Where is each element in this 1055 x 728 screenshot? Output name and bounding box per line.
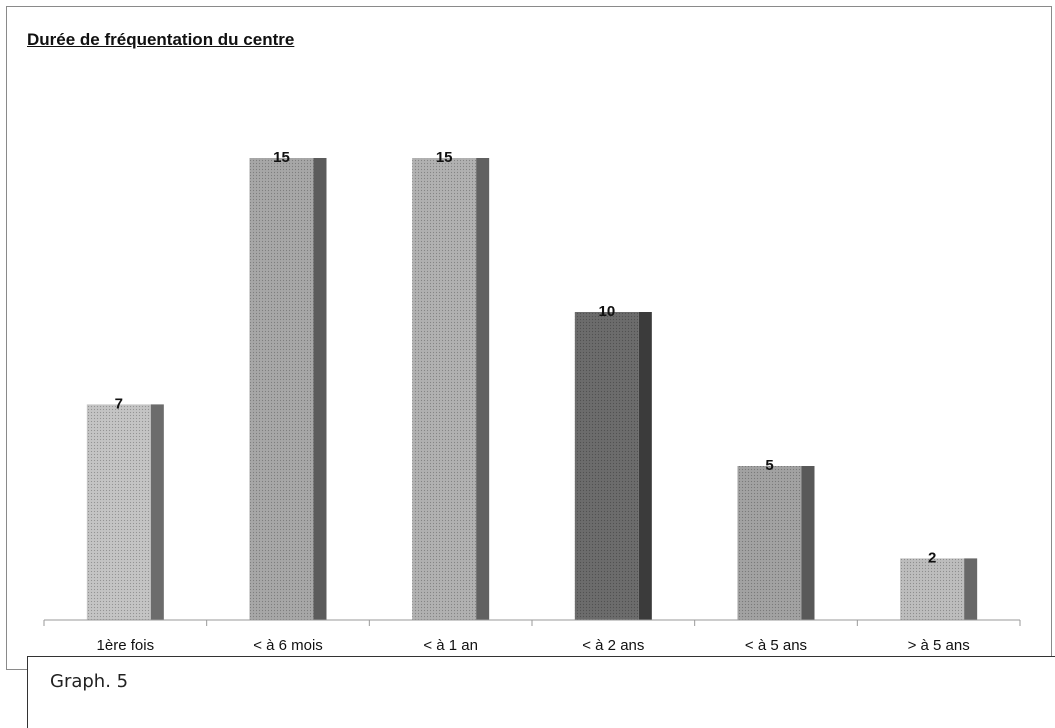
- bar-texture: [86, 404, 151, 620]
- figure-caption: Graph. 5: [50, 671, 129, 692]
- data-label: 2: [928, 549, 936, 566]
- data-label: 15: [436, 149, 453, 166]
- x-tick-label: < à 1 an: [423, 637, 478, 654]
- x-tick-label: < à 2 ans: [582, 637, 644, 654]
- bar-texture: [412, 158, 477, 620]
- bar-texture: [249, 158, 314, 620]
- x-tick-label: < à 5 ans: [745, 637, 807, 654]
- x-axis: 1ère fois < à 6 mois < à 1 an < à 2 ans < à …: [43, 619, 1021, 654]
- bar-texture: [737, 466, 802, 620]
- bar-texture: [900, 558, 965, 620]
- bar-side: [801, 466, 815, 620]
- bar-side: [313, 158, 327, 620]
- data-label: 15: [273, 149, 290, 166]
- data-label: 5: [765, 457, 773, 474]
- caption-box: Graph. 5: [27, 656, 1055, 728]
- x-tick-label: > à 5 ans: [908, 637, 970, 654]
- bar-5: 5: [737, 457, 815, 620]
- bar-2: 15: [249, 149, 327, 620]
- bar-side: [150, 404, 164, 620]
- bar-4: 10: [574, 303, 652, 620]
- x-tick-label: < à 6 mois: [253, 637, 323, 654]
- chart-title: Durée de fréquentation du centre: [27, 30, 295, 49]
- bar-side: [476, 158, 490, 620]
- x-tick-label: 1ère fois: [97, 637, 155, 654]
- bar-texture: [574, 312, 639, 620]
- data-label: 10: [598, 303, 615, 320]
- bar-side: [638, 312, 652, 620]
- bar-1: 7: [86, 395, 164, 620]
- data-label: 7: [115, 395, 123, 412]
- bar-3: 15: [412, 149, 490, 620]
- bar-side: [964, 558, 978, 620]
- bar-6: 2: [900, 549, 978, 620]
- bars-layer: 7 15 15 10 5 2: [86, 149, 978, 620]
